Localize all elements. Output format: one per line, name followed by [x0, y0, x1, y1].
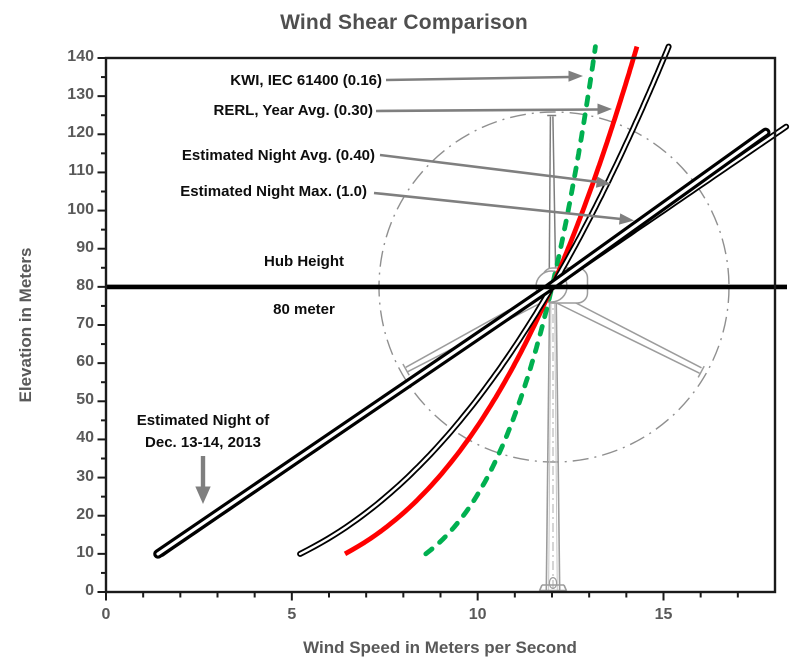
y-tick-label: 120: [67, 124, 94, 142]
y-tick-label: 30: [76, 467, 94, 485]
y-tick-label: 100: [67, 200, 94, 218]
y-tick-label: 130: [67, 86, 94, 104]
kwi-arrow: [385, 70, 583, 82]
tower-door: [548, 576, 558, 589]
y-tick-label: 140: [67, 48, 94, 65]
y-axis-title: Elevation in Meters: [16, 247, 35, 403]
x-tick-label: 0: [101, 606, 111, 623]
x-tick-label: 5: [287, 606, 297, 623]
dec-night-label-line2: Dec. 13-14, 2013: [145, 434, 261, 451]
y-tick-label: 10: [76, 543, 94, 561]
y-tick-label: 40: [76, 429, 94, 447]
legend-label-night-avg: Estimated Night Avg. (0.40): [181, 147, 375, 164]
annotation-arrows: [195, 70, 634, 504]
dec-night-label: Estimated Night of Dec. 13-14, 2013: [120, 410, 286, 454]
night-max-arrow: [373, 191, 634, 225]
core-estimated-night-avg-line: [298, 45, 670, 556]
axes: [97, 56, 777, 601]
hub-height-value: 80 meter: [273, 301, 335, 318]
plot-border: [104, 56, 777, 594]
y-tick-label: 80: [76, 276, 94, 294]
dec-night-label-line1: Estimated Night of: [136, 412, 270, 429]
x-tick-label: 10: [468, 606, 487, 623]
x-tick-label: 15: [654, 606, 673, 623]
rerl-year-avg-line: [343, 45, 640, 556]
legend-label-night-max: Estimated Night Max. (1.0): [180, 183, 367, 200]
y-tick-label: 110: [68, 162, 94, 180]
legend-label-rerl: RERL, Year Avg. (0.30): [213, 102, 373, 119]
hub-height-label: Hub Height: [264, 253, 344, 270]
y-tick-label: 90: [76, 238, 94, 256]
y-tick-label: 60: [76, 353, 94, 371]
legend-label-kwi: KWI, IEC 61400 (0.16): [230, 72, 382, 89]
night-avg-arrow: [379, 153, 611, 188]
wind-turbine-graphic: [378, 111, 730, 592]
turbine-tower: [538, 296, 568, 592]
y-tick-label: 20: [76, 505, 94, 523]
x-axis-title: Wind Speed in Meters per Second: [303, 638, 577, 657]
turbine-blade-right: [552, 292, 705, 378]
kwi-iec-61400-line: [423, 44, 598, 557]
turbine-blade-up: [547, 114, 557, 282]
chart-title: Wind Shear Comparison: [280, 11, 528, 34]
y-tick-label: 70: [76, 315, 94, 332]
y-tick-label: 0: [85, 582, 94, 599]
dec-night-arrow: [195, 456, 211, 504]
y-tick-label: 50: [76, 391, 94, 409]
rerl-arrow: [375, 103, 612, 115]
